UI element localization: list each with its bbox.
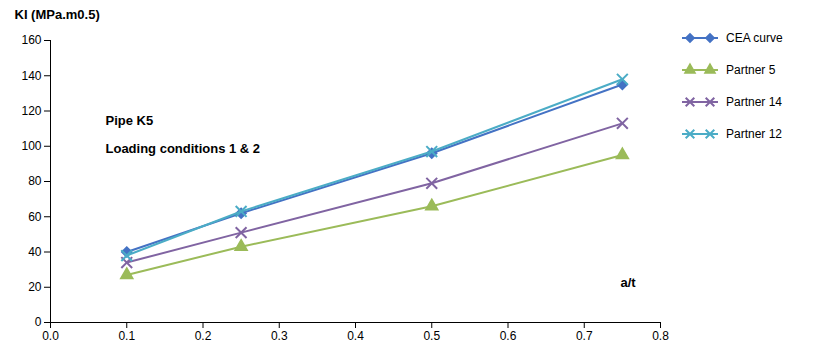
svg-text:0.0: 0.0 [42,329,59,343]
svg-text:140: 140 [21,69,41,83]
svg-text:0.7: 0.7 [576,329,593,343]
svg-text:a/t: a/t [621,275,637,290]
svg-text:0.1: 0.1 [118,329,135,343]
html-text:Partner 5: Partner 5 [726,63,776,77]
svg-text:120: 120 [21,104,41,118]
svg-text:KI (MPa.m0.5): KI (MPa.m0.5) [15,7,100,22]
svg-text:Pipe K5: Pipe K5 [106,113,154,128]
svg-text:20: 20 [28,280,42,294]
svg-text:0.6: 0.6 [500,329,517,343]
svg-text:0: 0 [35,315,42,329]
svg-text:60: 60 [28,210,42,224]
svg-text:100: 100 [21,139,41,153]
svg-text:0.5: 0.5 [423,329,440,343]
svg-text:80: 80 [28,174,42,188]
svg-text:0.2: 0.2 [195,329,212,343]
svg-text:0.4: 0.4 [347,329,364,343]
html-text:Partner 12: Partner 12 [726,127,782,141]
svg-text:40: 40 [28,245,42,259]
svg-text:0.3: 0.3 [271,329,288,343]
svg-text:0.8: 0.8 [652,329,669,343]
html-text:Partner 14: Partner 14 [726,95,782,109]
svg-text:Loading conditions 1 & 2: Loading conditions 1 & 2 [106,141,261,156]
svg-text:160: 160 [21,33,41,47]
html-text:CEA curve: CEA curve [726,31,783,45]
